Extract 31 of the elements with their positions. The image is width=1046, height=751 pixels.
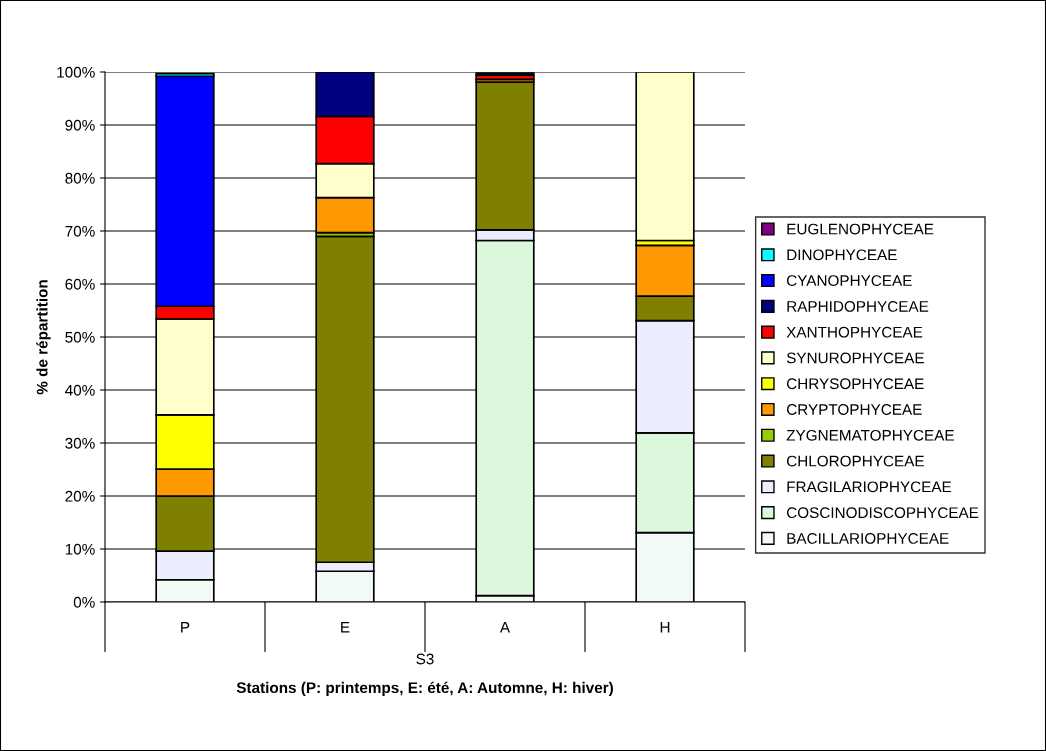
legend-label: BACILLARIOPHYCEAE [787, 533, 949, 544]
y-tick-label: 80% [65, 172, 95, 184]
x-tick-label: A [499, 622, 511, 633]
legend-label: CRYPTOPHYCEAE [786, 404, 922, 415]
legend-label: XANTHOPHYCEAE [786, 326, 923, 338]
y-tick-label: 90% [65, 119, 95, 131]
x-axis-title: Stations (P: printemps, E: été, A: Automne, H: hiver) [236, 681, 613, 697]
y-tick-label: 50% [65, 331, 95, 343]
x-tick-label: P [181, 622, 190, 633]
y-axis-title: % de répartition [36, 280, 51, 395]
text: S3 [416, 653, 434, 665]
legend-label: ZYGNEMATOPHYCEAE [786, 429, 954, 441]
legend-label: SYNUROPHYCEAE [786, 352, 924, 364]
legend-label: DINOPHYCEAE [787, 249, 897, 261]
legend-label: COSCINODISCOPHYCEAE [786, 507, 979, 519]
legend-label: CHLOROPHYCEAE [786, 455, 924, 467]
legend-label: EUGLENOPHYCEAE [787, 223, 934, 235]
x-tick-label: E [341, 622, 350, 633]
y-tick-label: 60% [65, 278, 95, 290]
y-tick-label: 100% [57, 66, 95, 78]
y-tick-label: 10% [65, 543, 95, 555]
x-tick-label: H [660, 622, 670, 633]
legend-label: FRAGILARIOPHYCEAE [787, 481, 952, 493]
y-tick-label: 20% [65, 490, 95, 502]
y-tick-label: 40% [65, 384, 95, 396]
y-tick-label: 70% [65, 225, 95, 237]
y-tick-label: 0% [73, 596, 95, 608]
legend-label: CYANOPHYCEAE [786, 275, 912, 287]
y-tick-label: 30% [65, 437, 95, 449]
legend-label: RAPHIDOPHYCEAE [787, 300, 929, 312]
legend-label: CHRYSOPHYCEAE [786, 378, 924, 390]
